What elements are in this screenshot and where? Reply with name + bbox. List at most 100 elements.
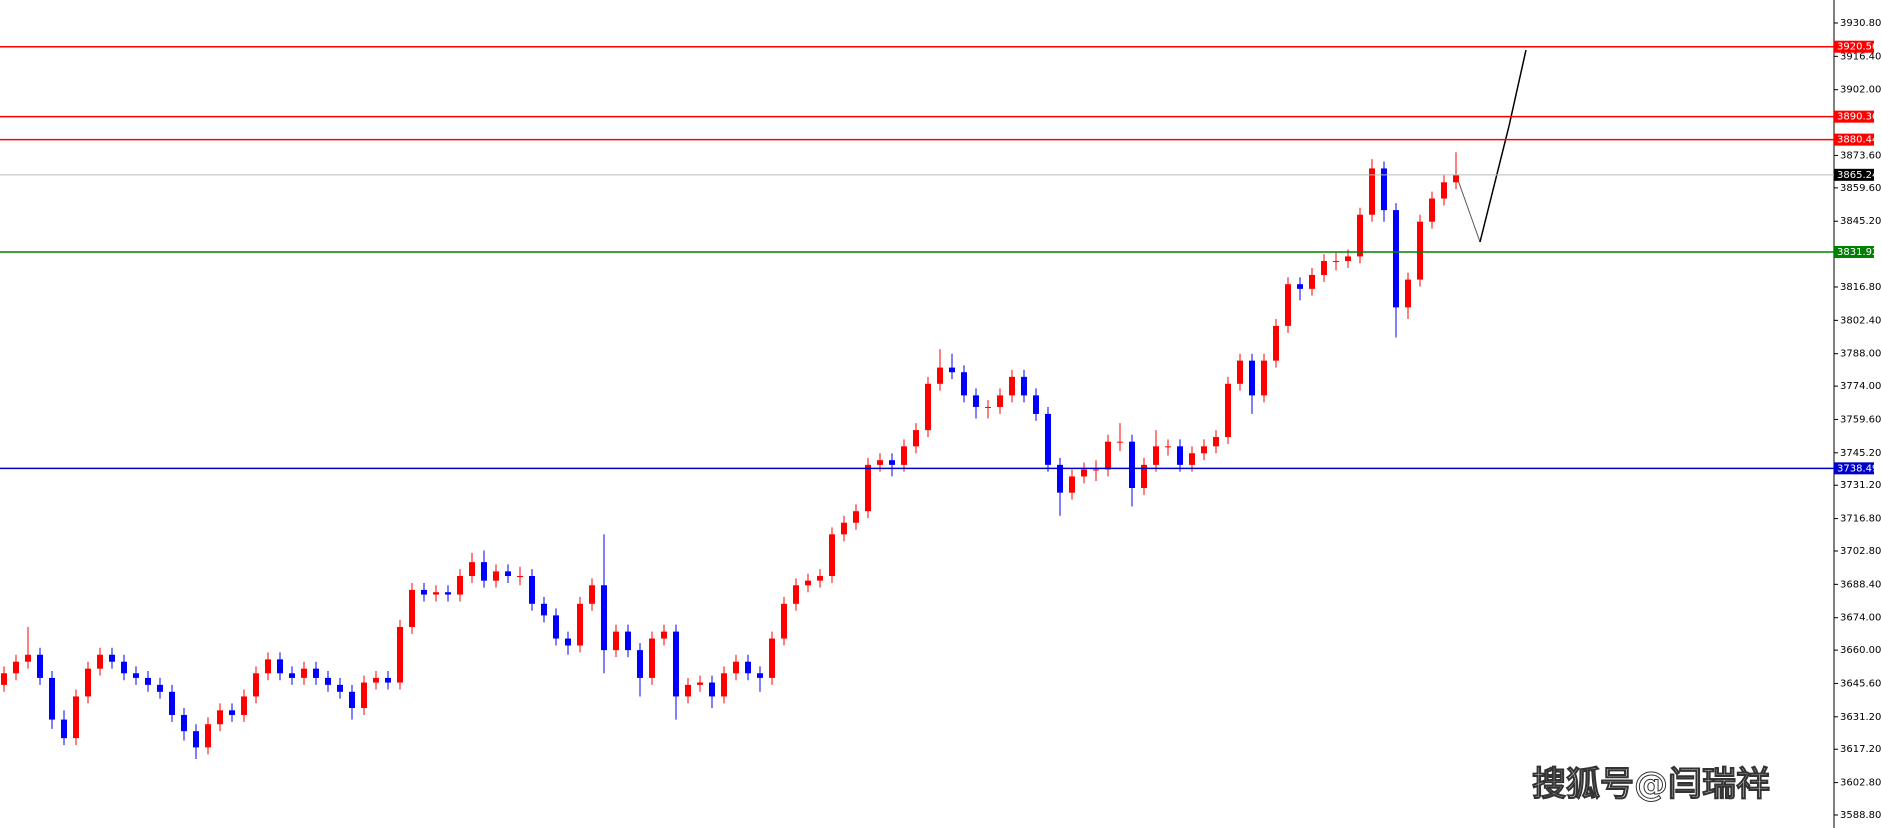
y-tick-label: 3631.20 [1840, 712, 1881, 723]
candle-body [1, 673, 7, 685]
candle-body [61, 719, 67, 739]
y-tick-label: 3859.60 [1840, 183, 1881, 194]
candle-body [1105, 441, 1111, 470]
y-tick-label: 3745.20 [1840, 448, 1881, 459]
y-tick-label: 3802.40 [1840, 315, 1881, 326]
candle-body [709, 682, 715, 697]
level-label-box [1834, 168, 1874, 181]
candle-body [685, 684, 691, 697]
candle-body [1381, 168, 1387, 211]
candle-body [481, 562, 487, 581]
candle-body [973, 395, 979, 407]
candle-body [1033, 395, 1039, 414]
candle-body [1417, 221, 1423, 280]
candle-body [1393, 210, 1399, 308]
candle-body [1237, 360, 1243, 384]
candle-body [625, 631, 631, 651]
candle-body [985, 406, 991, 408]
y-tick-label: 3588.80 [1840, 810, 1881, 821]
y-tick-label: 3688.40 [1840, 579, 1881, 590]
candle-body [97, 654, 103, 669]
y-tick-label: 3602.80 [1840, 778, 1881, 789]
candle-body [925, 383, 931, 431]
candle-body [853, 511, 859, 523]
candle-body [289, 673, 295, 678]
candle-body [1441, 182, 1447, 199]
candle-body [469, 562, 475, 577]
candle-body [1141, 464, 1147, 489]
candle-body [313, 668, 319, 678]
candle-body [1225, 383, 1231, 438]
candle-body [109, 654, 115, 662]
y-tick-label: 3816.80 [1840, 282, 1881, 293]
candle-body [1021, 376, 1027, 396]
candle-body [1345, 256, 1351, 262]
y-tick-label: 3916.40 [1840, 51, 1881, 62]
projection-arrow [1479, 49, 1527, 243]
candle-body [1297, 284, 1303, 289]
candle-body [37, 654, 43, 678]
candle-body [457, 576, 463, 595]
candle-body [805, 580, 811, 586]
y-tick-label: 3702.80 [1840, 546, 1881, 557]
y-tick-label: 3645.60 [1840, 678, 1881, 689]
candle-body [253, 673, 259, 697]
candle-body [589, 585, 595, 604]
level-label: 3865.24 [1837, 170, 1878, 181]
candle-body [1177, 446, 1183, 465]
candle-body [73, 696, 79, 739]
candle-body [1057, 464, 1063, 493]
candle-body [841, 522, 847, 535]
candle-body [301, 668, 307, 678]
candle-body [829, 534, 835, 577]
candle-body [997, 395, 1003, 407]
y-tick-label: 3873.60 [1840, 150, 1881, 161]
candle-body [397, 626, 403, 683]
candle-body [1405, 279, 1411, 308]
y-tick-label: 3674.00 [1840, 613, 1881, 624]
candle-body [721, 673, 727, 697]
candle-body [661, 631, 667, 639]
level-label-box [1834, 40, 1874, 53]
candle-body [13, 661, 19, 674]
candle-body [937, 367, 943, 384]
y-tick-label: 3759.60 [1840, 414, 1881, 425]
candle-body [1117, 441, 1123, 443]
candle-body [205, 724, 211, 748]
level-label-box [1834, 133, 1874, 146]
candle-body [673, 631, 679, 697]
candle-body [1273, 325, 1279, 361]
candle-body [565, 638, 571, 646]
candle-body [157, 684, 163, 692]
candle-body [505, 571, 511, 577]
candle-body [1153, 446, 1159, 465]
candle-body [1069, 476, 1075, 493]
candle-body [145, 677, 151, 685]
y-tick-label: 3845.20 [1840, 216, 1881, 227]
candle-body [1165, 446, 1171, 448]
candle-body [1321, 261, 1327, 275]
y-tick-label: 3774.00 [1840, 381, 1881, 392]
candle-body [217, 710, 223, 725]
candle-body [181, 714, 187, 732]
candle-body [325, 677, 331, 685]
candle-body [409, 589, 415, 627]
candle-body [361, 682, 367, 709]
candle-body [781, 603, 787, 639]
level-label: 3880.44 [1837, 135, 1878, 146]
candle-body [541, 603, 547, 616]
candle-body [733, 661, 739, 674]
candle-body [769, 638, 775, 678]
watermark: 搜狐号@闫瑞祥 [1532, 765, 1770, 805]
level-label-box [1834, 110, 1874, 123]
candle-body [1261, 360, 1267, 396]
y-tick-label: 3617.20 [1840, 744, 1881, 755]
candle-body [1129, 441, 1135, 489]
candle-body [877, 460, 883, 465]
candle-body [133, 673, 139, 678]
candle-body [901, 446, 907, 465]
y-tick-label: 3660.00 [1840, 645, 1881, 656]
candle-body [373, 677, 379, 683]
y-tick-label: 3902.00 [1840, 85, 1881, 96]
